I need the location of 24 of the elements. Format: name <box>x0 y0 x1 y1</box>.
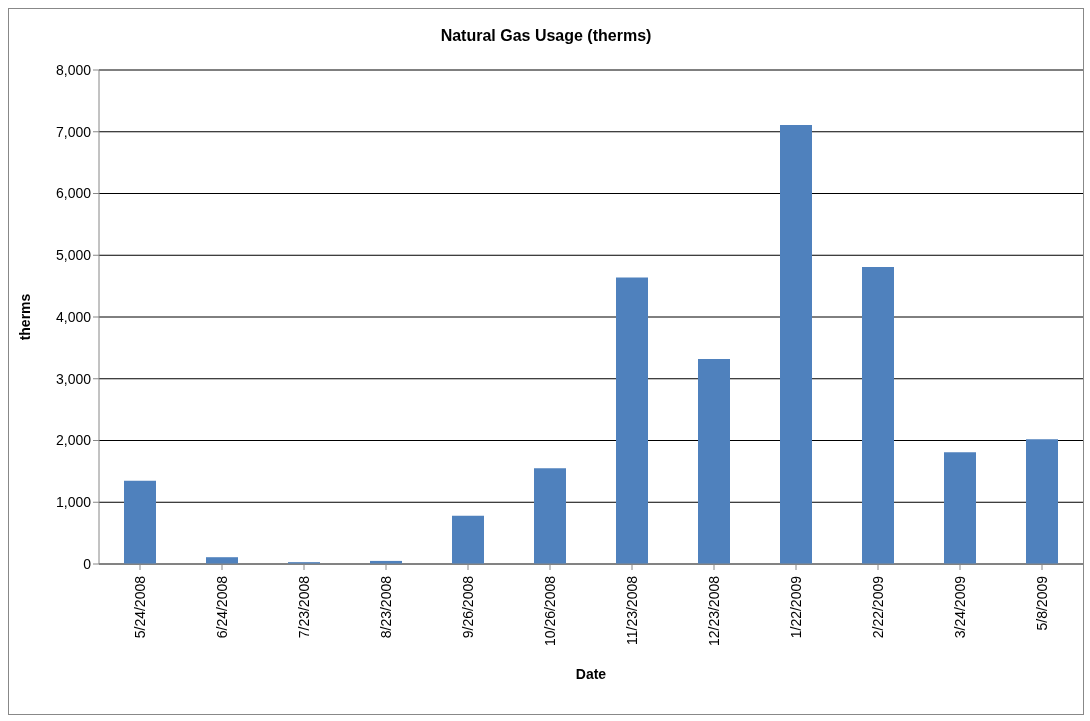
x-tick-label: 5/8/2009 <box>1033 575 1050 631</box>
x-tick-label: 9/26/2008 <box>459 575 476 639</box>
y-tick-label: 3,000 <box>55 370 92 387</box>
x-tick-label: 11/23/2008 <box>623 575 640 646</box>
x-tick-label: 1/22/2009 <box>787 575 804 639</box>
y-tick-label: 8,000 <box>55 61 92 78</box>
y-axis-title: therms <box>16 293 33 341</box>
chart-title: Natural Gas Usage (therms) <box>439 27 653 45</box>
y-tick-label: 1,000 <box>55 494 92 511</box>
x-tick-label: 6/24/2008 <box>213 575 230 639</box>
x-tick-label: 2/22/2009 <box>869 575 886 639</box>
y-tick-label: 5,000 <box>55 247 92 264</box>
x-tick-label: 12/23/2008 <box>705 575 722 647</box>
y-tick-label: 0 <box>83 555 92 572</box>
x-tick-label: 5/24/2008 <box>131 575 148 639</box>
x-axis-title: Date <box>575 666 607 682</box>
y-tick-label: 4,000 <box>55 308 92 325</box>
x-tick-label: 3/24/2009 <box>951 575 968 639</box>
y-tick-label: 6,000 <box>55 185 92 202</box>
x-tick-label: 10/26/2008 <box>541 575 558 647</box>
y-tick-label: 7,000 <box>55 123 92 140</box>
x-tick-label: 8/23/2008 <box>377 575 394 639</box>
x-tick-label: 7/23/2008 <box>295 575 312 639</box>
y-tick-label: 2,000 <box>55 432 92 449</box>
